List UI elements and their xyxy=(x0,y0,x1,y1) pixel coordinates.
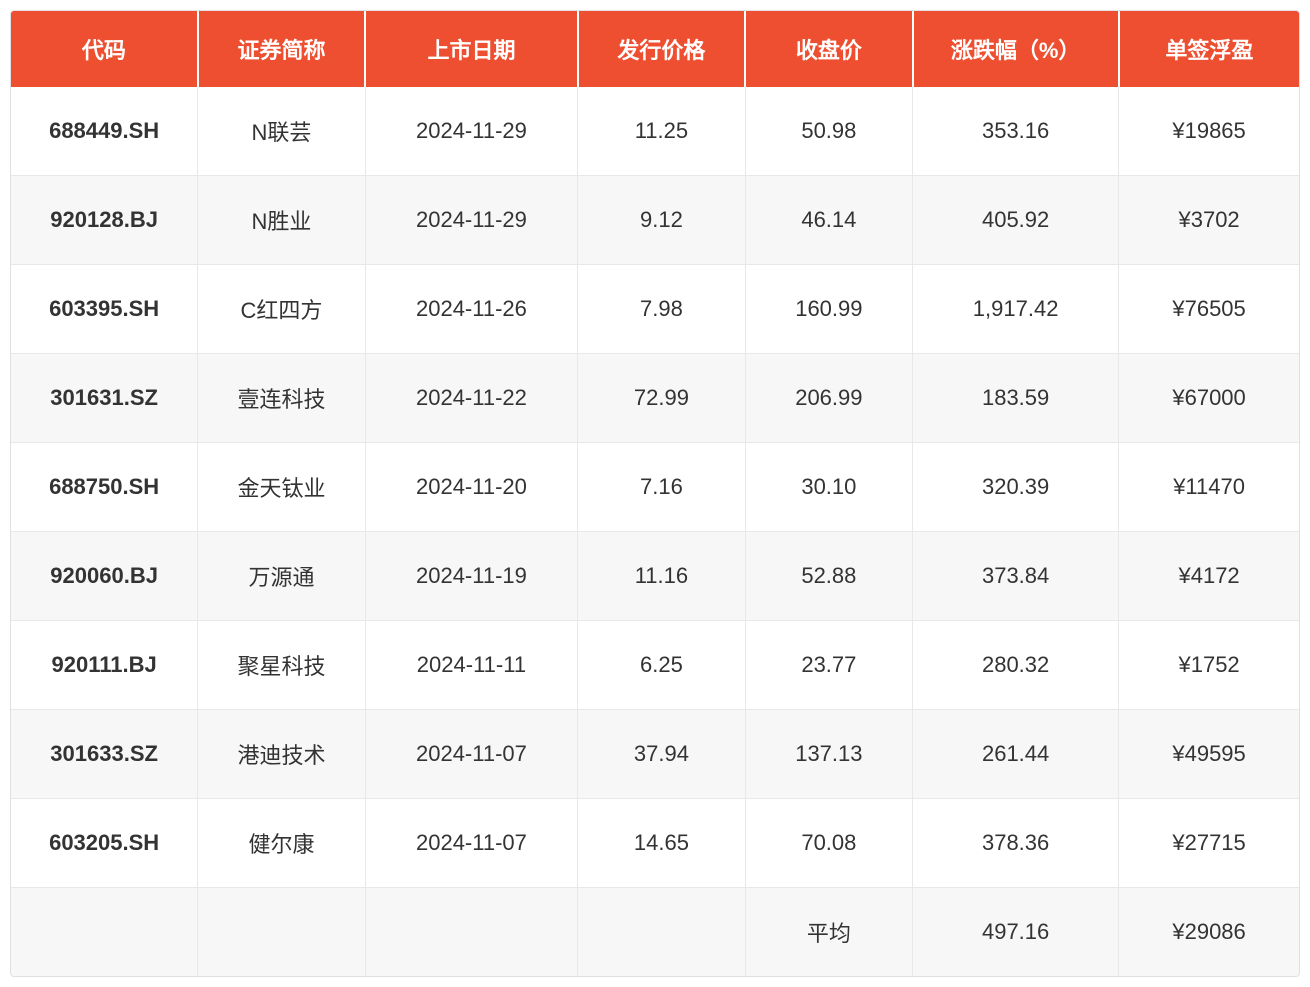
cell-summary-label: 平均 xyxy=(745,888,912,977)
table-row: 688750.SH 金天钛业 2024-11-20 7.16 30.10 320… xyxy=(11,443,1299,532)
cell-issue-price: 11.16 xyxy=(578,532,745,621)
stock-ipo-table: 代码 证券简称 上市日期 发行价格 收盘价 涨跌幅（%） 单签浮盈 688449… xyxy=(10,10,1300,977)
cell-close-price: 160.99 xyxy=(745,265,912,354)
header-code: 代码 xyxy=(11,11,198,87)
cell-close-price: 46.14 xyxy=(745,176,912,265)
cell-code: 603395.SH xyxy=(11,265,198,354)
cell-name: N联芸 xyxy=(198,87,365,176)
cell-name: 万源通 xyxy=(198,532,365,621)
cell-code: 301633.SZ xyxy=(11,710,198,799)
header-row: 代码 证券简称 上市日期 发行价格 收盘价 涨跌幅（%） 单签浮盈 xyxy=(11,11,1299,87)
cell-name: N胜业 xyxy=(198,176,365,265)
cell-listing-date: 2024-11-07 xyxy=(365,799,578,888)
table-row: 688449.SH N联芸 2024-11-29 11.25 50.98 353… xyxy=(11,87,1299,176)
cell-listing-date: 2024-11-19 xyxy=(365,532,578,621)
cell-close-price: 70.08 xyxy=(745,799,912,888)
table-row: 603395.SH C红四方 2024-11-26 7.98 160.99 1,… xyxy=(11,265,1299,354)
cell-profit: ¥49595 xyxy=(1119,710,1299,799)
cell-profit: ¥19865 xyxy=(1119,87,1299,176)
cell-code: 301631.SZ xyxy=(11,354,198,443)
cell-change-pct: 261.44 xyxy=(913,710,1119,799)
cell-change-pct: 373.84 xyxy=(913,532,1119,621)
table-row: 920060.BJ 万源通 2024-11-19 11.16 52.88 373… xyxy=(11,532,1299,621)
cell-change-pct: 183.59 xyxy=(913,354,1119,443)
table-row: 920111.BJ 聚星科技 2024-11-11 6.25 23.77 280… xyxy=(11,621,1299,710)
data-table: 代码 证券简称 上市日期 发行价格 收盘价 涨跌幅（%） 单签浮盈 688449… xyxy=(11,11,1299,976)
cell-issue-price: 72.99 xyxy=(578,354,745,443)
cell-issue-price: 6.25 xyxy=(578,621,745,710)
cell-name: 港迪技术 xyxy=(198,710,365,799)
cell-code: 920111.BJ xyxy=(11,621,198,710)
table-row: 301633.SZ 港迪技术 2024-11-07 37.94 137.13 2… xyxy=(11,710,1299,799)
cell-code: 920060.BJ xyxy=(11,532,198,621)
cell-profit: ¥3702 xyxy=(1119,176,1299,265)
header-name: 证券简称 xyxy=(198,11,365,87)
cell-listing-date: 2024-11-29 xyxy=(365,87,578,176)
cell-close-price: 23.77 xyxy=(745,621,912,710)
cell-close-price: 137.13 xyxy=(745,710,912,799)
cell-name: 壹连科技 xyxy=(198,354,365,443)
cell-code: 688449.SH xyxy=(11,87,198,176)
cell-change-pct: 405.92 xyxy=(913,176,1119,265)
cell-empty xyxy=(11,888,198,977)
cell-profit: ¥1752 xyxy=(1119,621,1299,710)
cell-issue-price: 11.25 xyxy=(578,87,745,176)
cell-profit: ¥27715 xyxy=(1119,799,1299,888)
header-profit: 单签浮盈 xyxy=(1119,11,1299,87)
cell-listing-date: 2024-11-22 xyxy=(365,354,578,443)
cell-change-pct: 353.16 xyxy=(913,87,1119,176)
table-body: 688449.SH N联芸 2024-11-29 11.25 50.98 353… xyxy=(11,87,1299,976)
cell-name: 金天钛业 xyxy=(198,443,365,532)
cell-issue-price: 7.16 xyxy=(578,443,745,532)
cell-issue-price: 14.65 xyxy=(578,799,745,888)
cell-close-price: 206.99 xyxy=(745,354,912,443)
cell-code: 603205.SH xyxy=(11,799,198,888)
cell-issue-price: 9.12 xyxy=(578,176,745,265)
header-change-pct: 涨跌幅（%） xyxy=(913,11,1119,87)
cell-name: C红四方 xyxy=(198,265,365,354)
cell-change-pct: 378.36 xyxy=(913,799,1119,888)
cell-profit: ¥76505 xyxy=(1119,265,1299,354)
cell-listing-date: 2024-11-29 xyxy=(365,176,578,265)
cell-change-pct: 1,917.42 xyxy=(913,265,1119,354)
cell-listing-date: 2024-11-26 xyxy=(365,265,578,354)
cell-name: 健尔康 xyxy=(198,799,365,888)
cell-listing-date: 2024-11-20 xyxy=(365,443,578,532)
cell-code: 688750.SH xyxy=(11,443,198,532)
header-issue-price: 发行价格 xyxy=(578,11,745,87)
cell-close-price: 30.10 xyxy=(745,443,912,532)
cell-issue-price: 37.94 xyxy=(578,710,745,799)
table-row: 301631.SZ 壹连科技 2024-11-22 72.99 206.99 1… xyxy=(11,354,1299,443)
cell-empty xyxy=(578,888,745,977)
header-close-price: 收盘价 xyxy=(745,11,912,87)
summary-row: 平均 497.16 ¥29086 xyxy=(11,888,1299,977)
cell-profit: ¥11470 xyxy=(1119,443,1299,532)
cell-close-price: 52.88 xyxy=(745,532,912,621)
cell-code: 920128.BJ xyxy=(11,176,198,265)
cell-empty xyxy=(365,888,578,977)
header-listing-date: 上市日期 xyxy=(365,11,578,87)
cell-summary-change-pct: 497.16 xyxy=(913,888,1119,977)
cell-summary-profit: ¥29086 xyxy=(1119,888,1299,977)
table-header: 代码 证券简称 上市日期 发行价格 收盘价 涨跌幅（%） 单签浮盈 xyxy=(11,11,1299,87)
cell-profit: ¥4172 xyxy=(1119,532,1299,621)
cell-change-pct: 280.32 xyxy=(913,621,1119,710)
cell-listing-date: 2024-11-11 xyxy=(365,621,578,710)
cell-close-price: 50.98 xyxy=(745,87,912,176)
cell-change-pct: 320.39 xyxy=(913,443,1119,532)
cell-listing-date: 2024-11-07 xyxy=(365,710,578,799)
table-row: 920128.BJ N胜业 2024-11-29 9.12 46.14 405.… xyxy=(11,176,1299,265)
cell-issue-price: 7.98 xyxy=(578,265,745,354)
cell-empty xyxy=(198,888,365,977)
cell-name: 聚星科技 xyxy=(198,621,365,710)
cell-profit: ¥67000 xyxy=(1119,354,1299,443)
table-row: 603205.SH 健尔康 2024-11-07 14.65 70.08 378… xyxy=(11,799,1299,888)
